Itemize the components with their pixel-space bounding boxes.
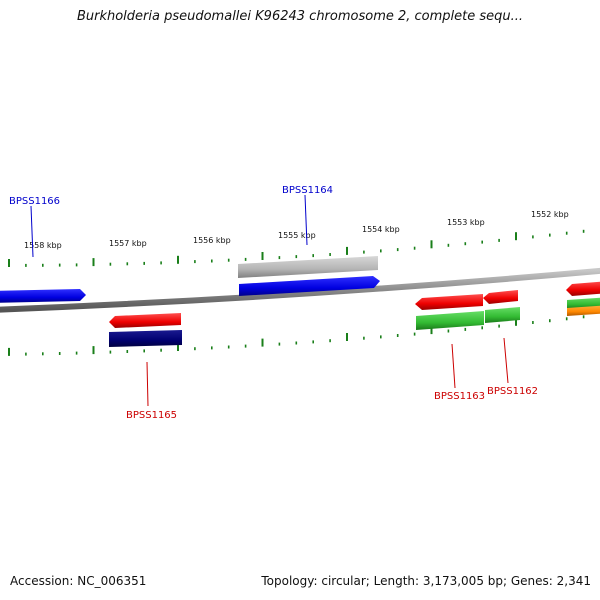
feature-bpss1162-gene[interactable]: [485, 307, 520, 323]
scale-tick-labels: 1552 kbp 1553 kbp 1554 kbp 1555 kbp 1556…: [24, 210, 569, 250]
feature-bpss1164-gene[interactable]: [238, 256, 378, 278]
gene-label-bpss1164[interactable]: BPSS1164: [282, 185, 333, 196]
gene-label-bpss1165[interactable]: BPSS1165: [126, 410, 177, 421]
forward-features: [0, 256, 380, 303]
tick-label: 1555 kbp: [278, 231, 316, 240]
tick-label: 1554 kbp: [362, 225, 400, 234]
scale-ticks-outer: [8, 229, 585, 267]
feature-bpss1165-gene[interactable]: [109, 330, 182, 347]
tick-label: 1552 kbp: [531, 210, 569, 219]
feature-bpss1162-cds[interactable]: [483, 290, 518, 304]
feature-bpss1166-cds[interactable]: [0, 289, 86, 303]
feature-bpss1165-cds[interactable]: [109, 313, 181, 328]
leader-line-bpss1165: [146, 361, 149, 407]
feature-edge-gene-green[interactable]: [567, 297, 600, 309]
feature-bpss1164-cds[interactable]: [239, 276, 380, 296]
gene-label-bpss1166[interactable]: BPSS1166: [9, 196, 60, 207]
tick-label: 1556 kbp: [193, 236, 231, 245]
gene-label-bpss1163[interactable]: BPSS1163: [434, 391, 485, 402]
gene-labels: BPSS1166 BPSS1164 BPSS1165 BPSS1163 BPSS…: [9, 185, 538, 421]
leader-line-bpss1163: [451, 343, 456, 389]
feature-edge-gene-orange[interactable]: [567, 305, 600, 316]
tick-label: 1553 kbp: [447, 218, 485, 227]
feature-bpss1163-cds[interactable]: [415, 294, 483, 310]
leader-line-bpss1162: [503, 337, 509, 384]
map-title: Burkholderia pseudomallei K96243 chromos…: [76, 9, 524, 24]
leader-line-bpss1166: [30, 205, 34, 258]
gene-label-bpss1162[interactable]: BPSS1162: [487, 386, 538, 397]
tick-label: 1558 kbp: [24, 241, 62, 250]
tick-label: 1557 kbp: [109, 239, 147, 248]
feature-edge-cds[interactable]: [566, 281, 600, 296]
gene-label-leaders: [30, 194, 509, 407]
leader-line-bpss1164: [304, 194, 308, 246]
feature-bpss1163-gene[interactable]: [416, 311, 484, 330]
accession-text: Accession: NC_006351: [10, 574, 147, 588]
chromosome-backbone: [0, 267, 600, 313]
reverse-features: [109, 281, 600, 347]
genome-summary-text: Topology: circular; Length: 3,173,005 bp…: [261, 574, 591, 588]
